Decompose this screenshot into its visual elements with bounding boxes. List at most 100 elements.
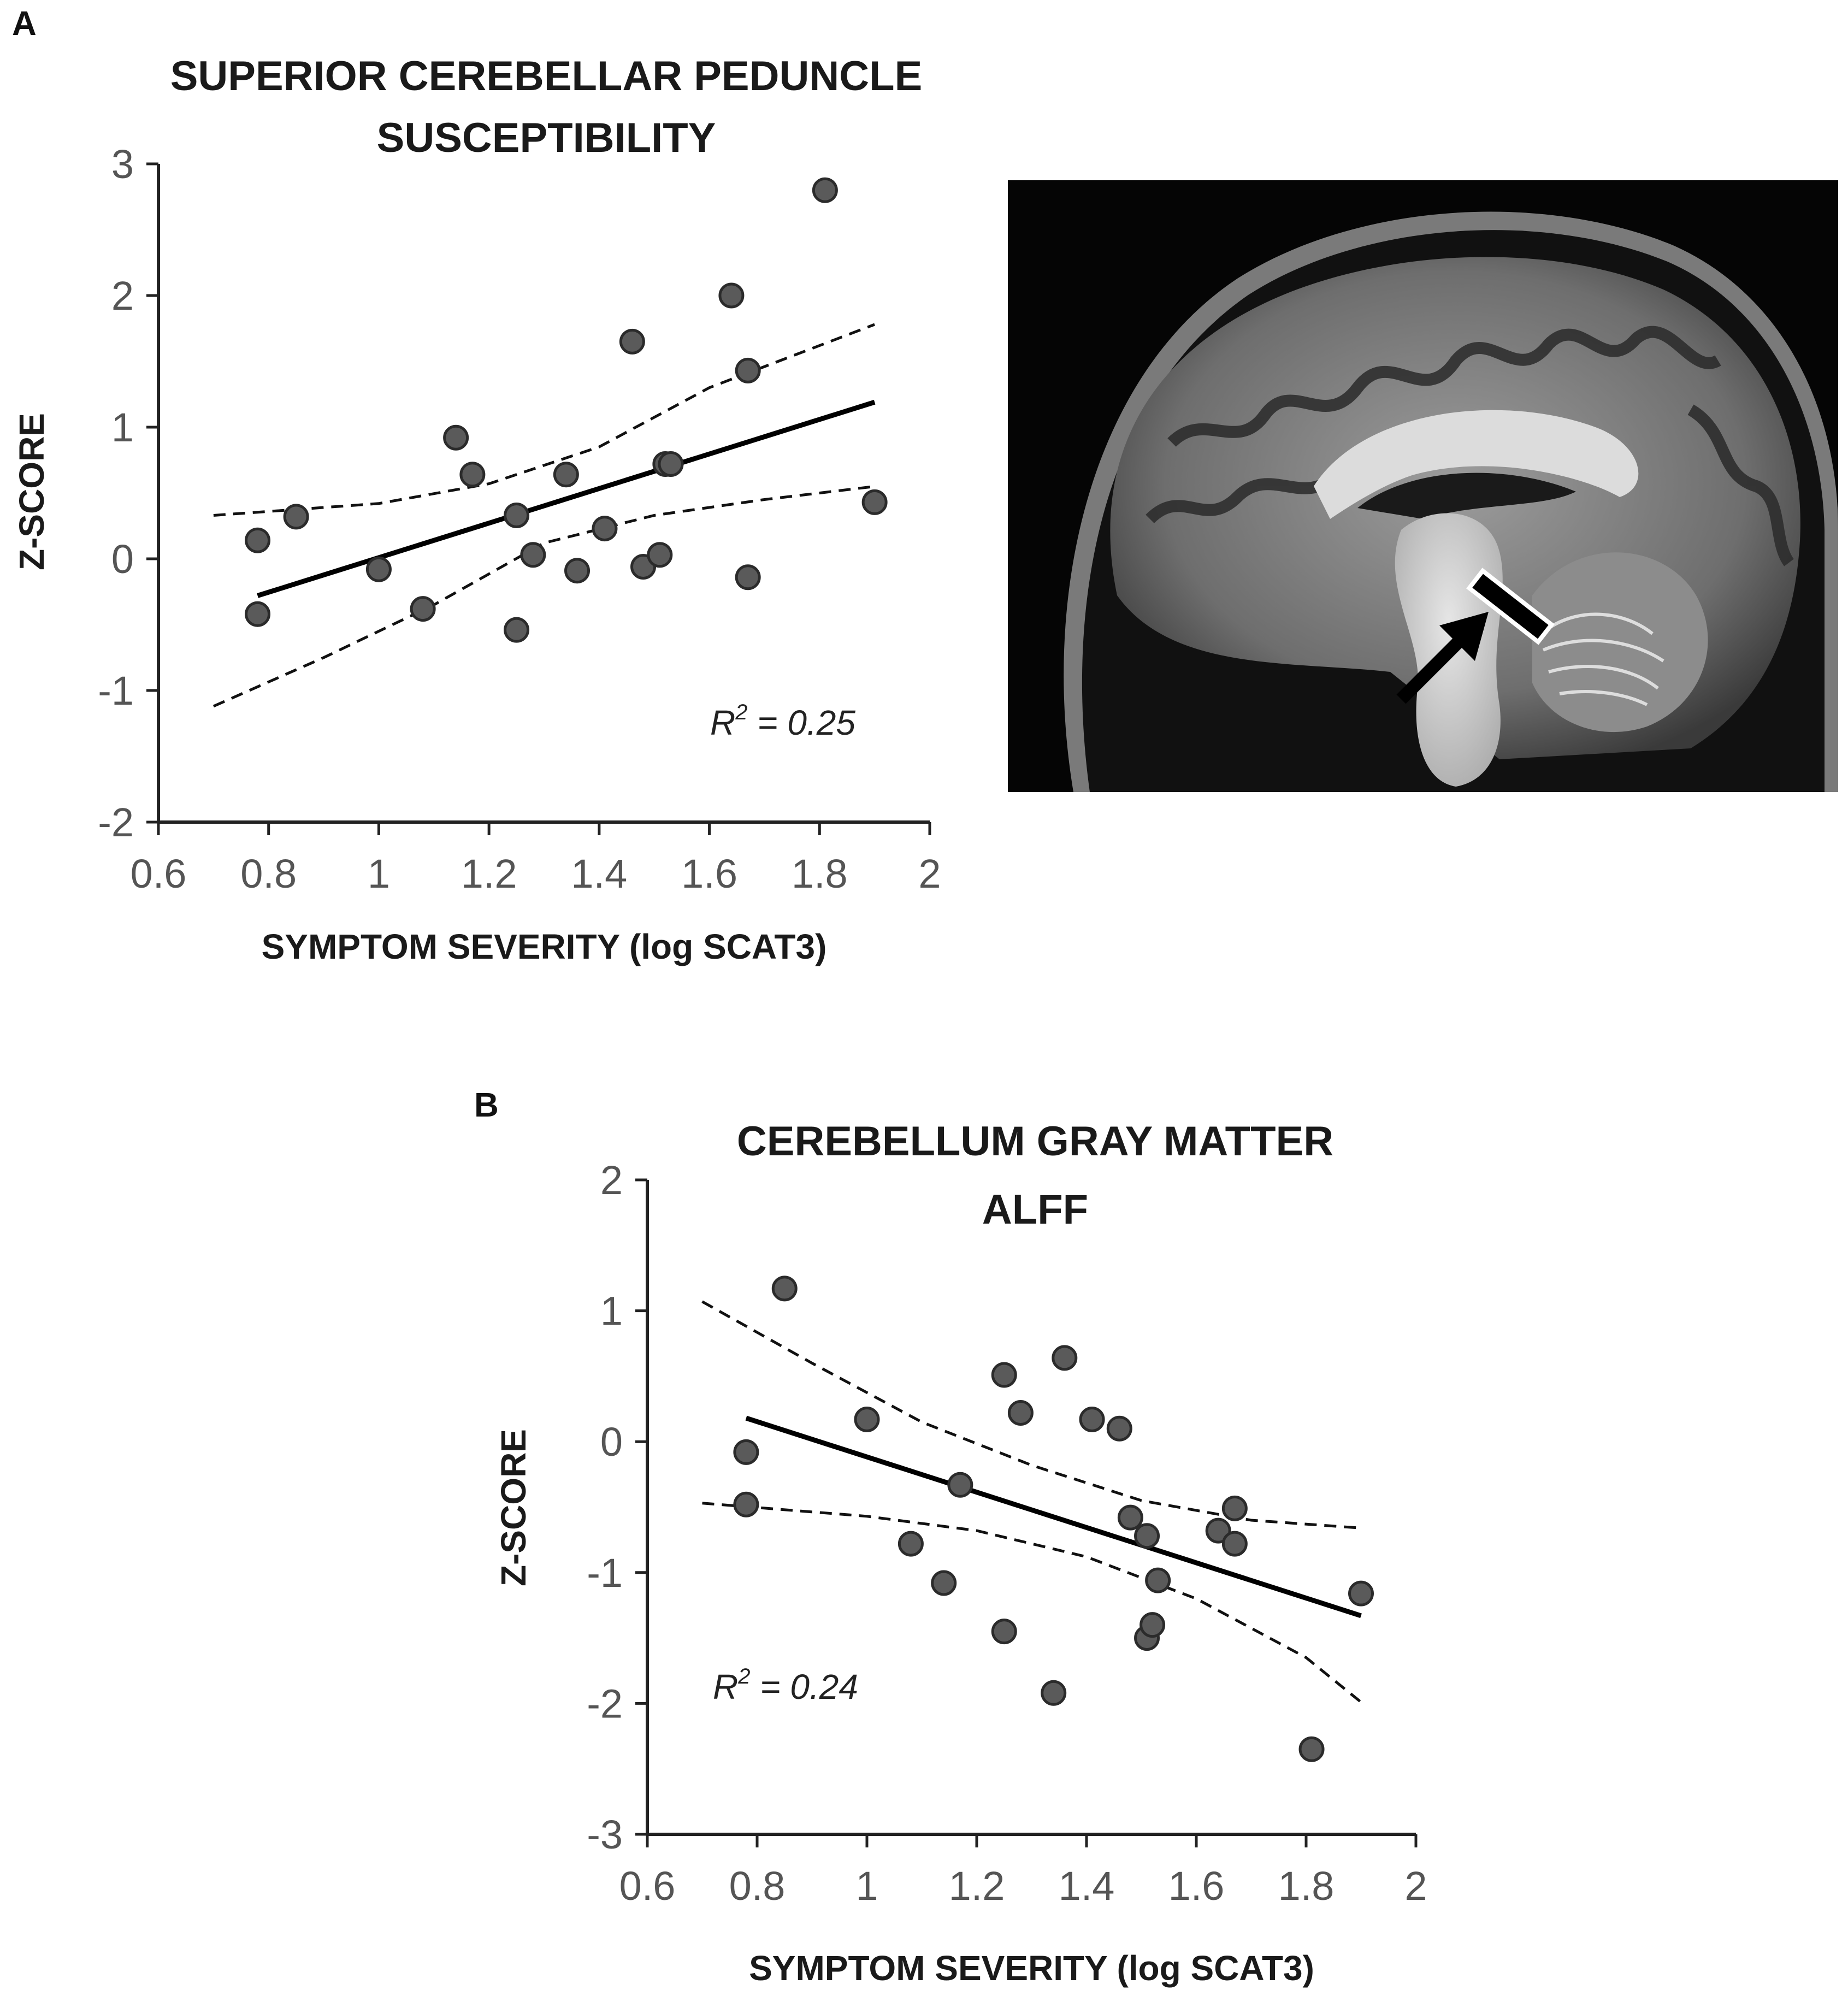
data-point	[1106, 1415, 1132, 1442]
data-point	[1221, 1495, 1248, 1521]
panel-b-label: B	[474, 1086, 499, 1124]
data-point	[854, 1406, 880, 1432]
data-point	[1052, 1345, 1078, 1371]
regression-line	[745, 1415, 1362, 1619]
regression-line	[257, 399, 876, 598]
data-point	[443, 424, 469, 451]
chart-title-line: SUPERIOR CEREBELLAR PEDUNCLE	[170, 53, 923, 99]
x-axis-label: SYMPTOM SEVERITY (log SCAT3)	[749, 1948, 1314, 1988]
data-point	[735, 564, 761, 590]
chart-a: SUPERIOR CEREBELLAR PEDUNCLE SUSCEPTIBILI…	[12, 53, 941, 966]
data-point	[947, 1472, 973, 1498]
ci-upper-line	[213, 323, 875, 517]
y-tick-label: 0	[111, 536, 134, 582]
x-axis-label: SYMPTOM SEVERITY (log SCAT3)	[262, 927, 827, 966]
x-tick-label: 2	[918, 851, 941, 896]
y-tick-label: -3	[587, 1812, 623, 1857]
chart-b: CEREBELLUM GRAY MATTER ALFF 2 1 0 -1 -2 -3 0.6 0.…	[494, 1118, 1427, 1988]
data-point	[898, 1531, 924, 1557]
y-axis-label: Z-SCORE	[494, 1429, 533, 1586]
y-tick-label: 3	[111, 141, 134, 187]
y-tick-label: 1	[600, 1289, 623, 1334]
ci-upper-line	[701, 1300, 1361, 1530]
data-point	[553, 462, 579, 488]
r2-value: = 0.24	[750, 1667, 858, 1706]
x-tick-label: 0.6	[131, 851, 187, 896]
r2-exponent: 2	[735, 700, 747, 724]
data-point	[991, 1362, 1017, 1388]
data-point	[592, 516, 618, 542]
data-point	[1079, 1406, 1105, 1432]
data-point	[520, 542, 546, 568]
x-tick-label: 2	[1404, 1863, 1427, 1909]
y-axis-label: Z-SCORE	[12, 413, 51, 570]
r2-prefix: R	[710, 703, 735, 742]
data-point	[365, 556, 392, 582]
ci-lower-line	[702, 1502, 1362, 1703]
x-tick-label: 1.2	[461, 851, 517, 896]
data-point	[861, 489, 888, 515]
x-tick-label: 0.6	[619, 1863, 676, 1909]
x-tick-label: 1.6	[681, 851, 737, 896]
data-point	[733, 1439, 759, 1465]
data-point	[1041, 1680, 1067, 1706]
data-point	[1145, 1567, 1171, 1593]
ci-lower-line	[212, 485, 875, 708]
y-tick-label: -2	[98, 800, 134, 845]
data-point	[504, 502, 530, 528]
arrow-icon	[1396, 612, 1489, 704]
data-point	[564, 558, 591, 584]
chart-title-line: CEREBELLUM GRAY MATTER	[737, 1118, 1333, 1165]
region-marker-box	[1466, 568, 1555, 645]
data-point	[1221, 1531, 1248, 1557]
chart-title-line: SUSCEPTIBILITY	[377, 115, 716, 161]
data-point	[619, 328, 645, 355]
data-point	[1007, 1399, 1034, 1426]
data-point	[735, 357, 761, 383]
r-squared-annotation: R2 = 0.24	[713, 1664, 858, 1706]
data-point	[1139, 1612, 1166, 1638]
data-point	[283, 504, 309, 530]
data-point	[1117, 1504, 1143, 1531]
y-tick-label: -2	[587, 1681, 623, 1726]
y-tick-label: -1	[98, 668, 134, 713]
y-tick-label: -1	[587, 1550, 623, 1596]
y-tick-label: 1	[111, 405, 134, 450]
y-tick-label: 2	[111, 273, 134, 318]
x-tick-label: 0.8	[240, 851, 297, 896]
data-point	[771, 1275, 798, 1302]
r2-exponent: 2	[737, 1664, 750, 1688]
data-point	[733, 1491, 759, 1517]
data-point	[1205, 1517, 1231, 1544]
r2-prefix: R	[713, 1667, 738, 1706]
x-tick-label: 1	[368, 851, 390, 896]
data-point	[718, 282, 745, 309]
corpus-callosum-shape	[1314, 410, 1639, 519]
r-squared-annotation: R2 = 0.25	[710, 700, 855, 742]
data-point	[245, 527, 271, 553]
data-point	[647, 542, 673, 568]
data-point	[931, 1570, 957, 1596]
data-point	[245, 601, 271, 627]
data-point	[1298, 1736, 1325, 1762]
data-point	[1134, 1523, 1160, 1549]
x-tick-label: 1.2	[949, 1863, 1005, 1909]
x-tick-label: 1.4	[571, 851, 627, 896]
data-point	[991, 1619, 1017, 1645]
r2-value: = 0.25	[747, 703, 855, 742]
y-tick-label: 0	[600, 1419, 623, 1464]
mri-sagittal-image	[1008, 180, 1838, 792]
panel-a-label: A	[12, 5, 37, 43]
chart-title-line: ALFF	[982, 1186, 1088, 1233]
data-point	[1348, 1580, 1374, 1607]
x-tick-label: 0.8	[729, 1863, 786, 1909]
data-point	[812, 177, 838, 203]
y-tick-label: 2	[600, 1158, 623, 1203]
x-tick-label: 1.8	[1278, 1863, 1335, 1909]
x-tick-label: 1.8	[792, 851, 848, 896]
data-point	[459, 462, 486, 488]
x-tick-label: 1	[855, 1863, 878, 1909]
x-tick-label: 1.4	[1059, 1863, 1115, 1909]
data-point	[504, 617, 530, 643]
